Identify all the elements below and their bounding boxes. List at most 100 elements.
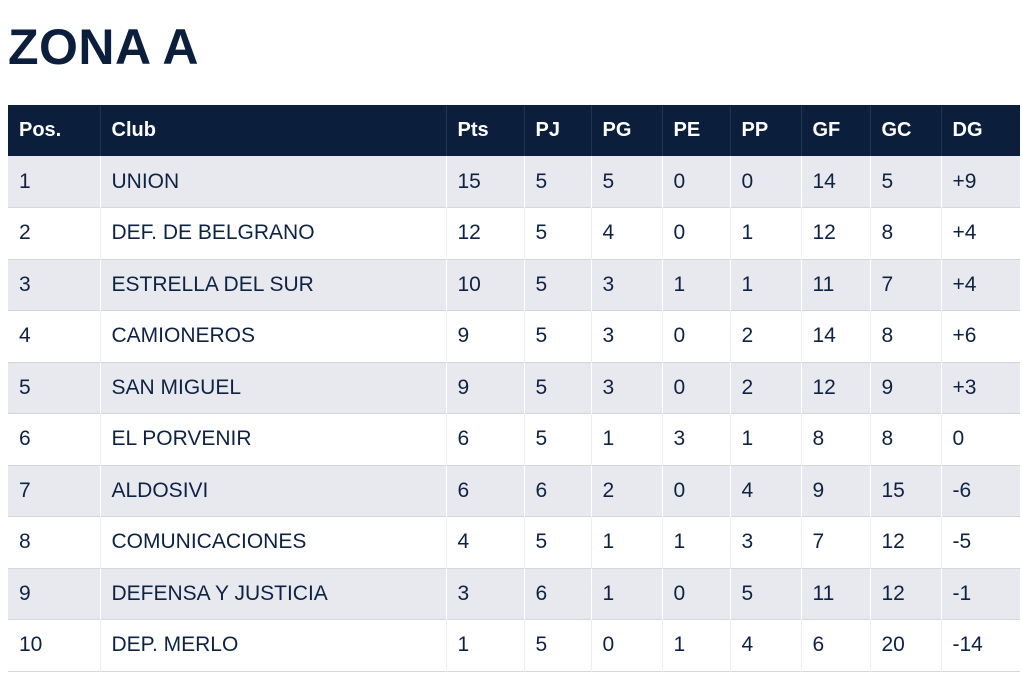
cell-pos: 9 bbox=[19, 581, 31, 605]
cell-pts: 12 bbox=[445, 207, 524, 259]
cell-club: UNION bbox=[99, 156, 446, 208]
cell-pos: 5 bbox=[19, 375, 31, 399]
cell-pj: 5 bbox=[523, 259, 591, 311]
cell-gf: 7 bbox=[800, 516, 870, 568]
cell-gc: 5 bbox=[869, 156, 941, 208]
cell-pp: 0 bbox=[729, 156, 801, 208]
cell-pe: 0 bbox=[661, 207, 730, 259]
cell-gf: 12 bbox=[800, 362, 870, 414]
zone-title: ZONA A bbox=[8, 19, 199, 75]
header-pp: PP bbox=[729, 105, 801, 156]
cell-pos: 3 bbox=[19, 272, 31, 296]
cell-gf: 8 bbox=[800, 413, 870, 465]
cell-pe: 0 bbox=[661, 156, 730, 208]
header-club: Club bbox=[99, 105, 446, 156]
cell-pts: 6 bbox=[445, 413, 524, 465]
cell-pos: 8 bbox=[19, 530, 31, 554]
cell-dg: 0 bbox=[940, 413, 1020, 465]
cell-dg: -14 bbox=[940, 619, 1020, 671]
header-pts: Pts bbox=[445, 105, 524, 156]
cell-pts: 9 bbox=[445, 310, 524, 362]
cell-pts: 6 bbox=[445, 465, 524, 517]
cell-gf: 6 bbox=[800, 619, 870, 671]
table-row: 3 ESTRELLA DEL SUR 10 5 3 1 1 11 7 +4 bbox=[8, 259, 1020, 311]
header-row: Pos. Club Pts PJ PG PE PP GF GC DG bbox=[8, 105, 1020, 156]
cell-pj: 5 bbox=[523, 362, 591, 414]
cell-pe: 1 bbox=[661, 619, 730, 671]
cell-dg: +4 bbox=[940, 259, 1020, 311]
cell-club: DEFENSA Y JUSTICIA bbox=[99, 568, 446, 620]
cell-pts: 9 bbox=[445, 362, 524, 414]
cell-dg: +6 bbox=[940, 310, 1020, 362]
cell-pg: 5 bbox=[590, 156, 662, 208]
cell-dg: +9 bbox=[940, 156, 1020, 208]
cell-pp: 5 bbox=[729, 568, 801, 620]
cell-club: EL PORVENIR bbox=[99, 413, 446, 465]
cell-gf: 11 bbox=[800, 259, 870, 311]
cell-pos: 4 bbox=[19, 324, 31, 348]
cell-pe: 1 bbox=[661, 516, 730, 568]
cell-club: ESTRELLA DEL SUR bbox=[99, 259, 446, 311]
cell-dg: -1 bbox=[940, 568, 1020, 620]
cell-dg: +3 bbox=[940, 362, 1020, 414]
cell-pj: 5 bbox=[523, 619, 591, 671]
cell-pts: 10 bbox=[445, 259, 524, 311]
cell-pp: 3 bbox=[729, 516, 801, 568]
standings-table: Pos. Club Pts PJ PG PE PP GF GC DG 1 UNI… bbox=[8, 105, 1020, 672]
cell-dg: +4 bbox=[940, 207, 1020, 259]
cell-pe: 3 bbox=[661, 413, 730, 465]
header-pg: PG bbox=[590, 105, 662, 156]
cell-gc: 20 bbox=[869, 619, 941, 671]
cell-pp: 1 bbox=[729, 413, 801, 465]
cell-pos: 6 bbox=[19, 427, 31, 451]
table-row: 5 SAN MIGUEL 9 5 3 0 2 12 9 +3 bbox=[8, 362, 1020, 414]
cell-pe: 0 bbox=[661, 465, 730, 517]
cell-pts: 15 bbox=[445, 156, 524, 208]
standings-section: ZONA A Pos. Club Pts PJ PG PE PP GF GC D… bbox=[8, 0, 1020, 671]
cell-pp: 4 bbox=[729, 465, 801, 517]
header-pj: PJ bbox=[523, 105, 591, 156]
cell-pe: 0 bbox=[661, 310, 730, 362]
cell-pos: 2 bbox=[19, 221, 31, 245]
cell-pp: 4 bbox=[729, 619, 801, 671]
cell-dg: -6 bbox=[940, 465, 1020, 517]
table-row: 4 CAMIONEROS 9 5 3 0 2 14 8 +6 bbox=[8, 310, 1020, 362]
cell-pe: 0 bbox=[661, 362, 730, 414]
table-row: 6 EL PORVENIR 6 5 1 3 1 8 8 0 bbox=[8, 413, 1020, 465]
table-row: 7 ALDOSIVI 6 6 2 0 4 9 15 -6 bbox=[8, 465, 1020, 517]
cell-gf: 14 bbox=[800, 310, 870, 362]
cell-pp: 2 bbox=[729, 310, 801, 362]
cell-pe: 1 bbox=[661, 259, 730, 311]
cell-club: COMUNICACIONES bbox=[99, 516, 446, 568]
cell-pj: 6 bbox=[523, 465, 591, 517]
cell-gf: 11 bbox=[800, 568, 870, 620]
table-row: 2 DEF. DE BELGRANO 12 5 4 0 1 12 8 +4 bbox=[8, 207, 1020, 259]
cell-gc: 9 bbox=[869, 362, 941, 414]
cell-pg: 3 bbox=[590, 362, 662, 414]
cell-gc: 8 bbox=[869, 207, 941, 259]
cell-pg: 1 bbox=[590, 413, 662, 465]
cell-pj: 5 bbox=[523, 156, 591, 208]
cell-pj: 5 bbox=[523, 310, 591, 362]
cell-dg: -5 bbox=[940, 516, 1020, 568]
cell-pp: 2 bbox=[729, 362, 801, 414]
table-row: 9 DEFENSA Y JUSTICIA 3 6 1 0 5 11 12 -1 bbox=[8, 568, 1020, 620]
table-body: 1 UNION 15 5 5 0 0 14 5 +9 2 DEF. DE BEL… bbox=[8, 156, 1020, 671]
cell-pg: 2 bbox=[590, 465, 662, 517]
cell-gc: 8 bbox=[869, 413, 941, 465]
cell-pg: 3 bbox=[590, 259, 662, 311]
cell-gc: 15 bbox=[869, 465, 941, 517]
cell-pos: 7 bbox=[19, 478, 31, 502]
cell-pe: 0 bbox=[661, 568, 730, 620]
cell-pp: 1 bbox=[729, 259, 801, 311]
cell-pos: 10 bbox=[19, 633, 43, 657]
cell-club: SAN MIGUEL bbox=[99, 362, 446, 414]
cell-pg: 3 bbox=[590, 310, 662, 362]
cell-pts: 3 bbox=[445, 568, 524, 620]
table-row: 8 COMUNICACIONES 4 5 1 1 3 7 12 -5 bbox=[8, 516, 1020, 568]
cell-gf: 12 bbox=[800, 207, 870, 259]
cell-pj: 6 bbox=[523, 568, 591, 620]
cell-gc: 7 bbox=[869, 259, 941, 311]
cell-pj: 5 bbox=[523, 516, 591, 568]
cell-pj: 5 bbox=[523, 413, 591, 465]
